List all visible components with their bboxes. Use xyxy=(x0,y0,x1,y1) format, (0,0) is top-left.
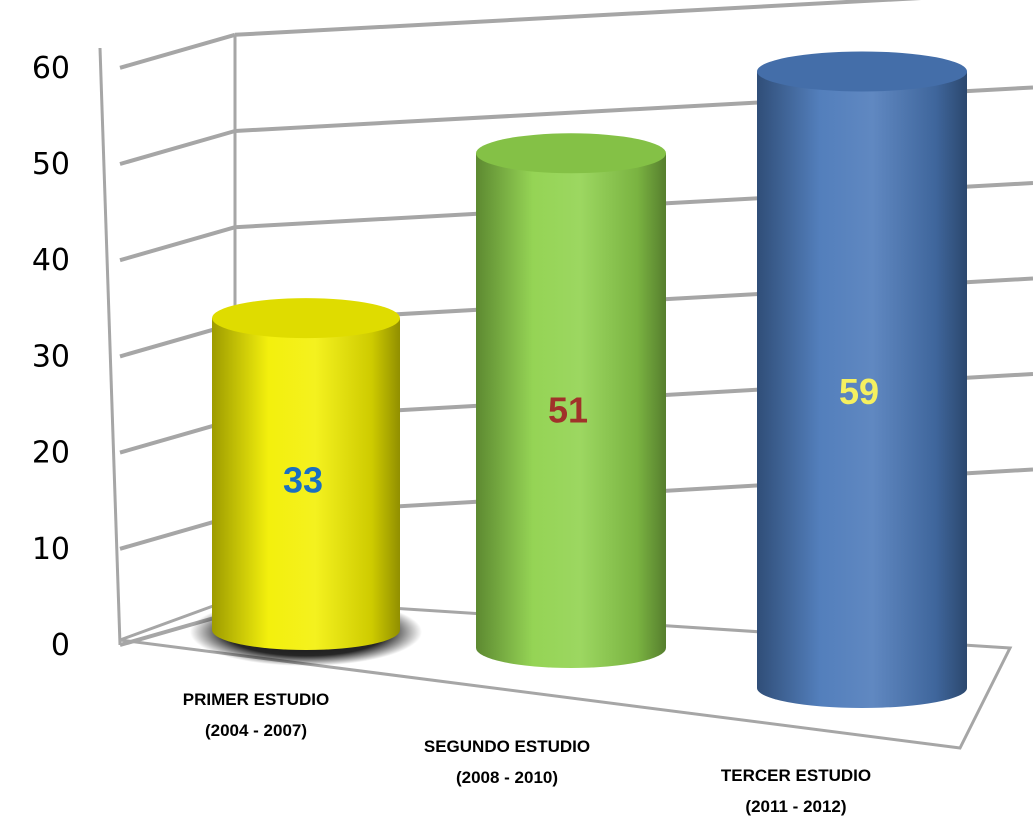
category-label: (2008 - 2010) xyxy=(456,768,558,787)
category-label: TERCER ESTUDIO xyxy=(721,766,871,785)
y-axis-ticks: 0 10 20 30 40 50 60 xyxy=(32,51,70,663)
data-label: 33 xyxy=(283,459,323,500)
bar-top xyxy=(757,51,967,92)
gridline-side xyxy=(119,129,236,166)
category-labels: PRIMER ESTUDIO (2004 - 2007) SEGUNDO ESTUD… xyxy=(183,690,871,816)
category-label: (2004 - 2007) xyxy=(205,721,307,740)
bar-1 xyxy=(190,298,422,666)
bar-top xyxy=(476,133,666,174)
data-labels: 33 51 59 xyxy=(283,371,879,500)
y-tick-label: 20 xyxy=(32,436,70,471)
gridline-side xyxy=(119,225,236,263)
y-tick-label: 40 xyxy=(32,243,70,278)
category-label: SEGUNDO ESTUDIO xyxy=(424,737,590,756)
data-label: 59 xyxy=(839,371,879,412)
bar-body xyxy=(757,71,967,708)
y-tick-label: 30 xyxy=(32,339,70,374)
bar-top xyxy=(212,298,400,339)
bar-3 xyxy=(757,51,967,708)
y-tick-label: 50 xyxy=(32,147,70,182)
y-axis-line xyxy=(98,47,122,646)
y-tick-label: 10 xyxy=(32,532,70,567)
bar-2 xyxy=(476,133,666,669)
y-tick-label: 0 xyxy=(51,628,70,663)
bar-body xyxy=(476,153,666,669)
bars xyxy=(190,51,967,708)
y-tick-label: 60 xyxy=(32,51,70,86)
gridline-side xyxy=(119,32,236,70)
gridline xyxy=(234,0,922,37)
data-label: 51 xyxy=(548,390,588,431)
category-label: (2011 - 2012) xyxy=(745,797,846,816)
bar-body xyxy=(212,318,400,650)
category-label: PRIMER ESTUDIO xyxy=(183,690,329,709)
